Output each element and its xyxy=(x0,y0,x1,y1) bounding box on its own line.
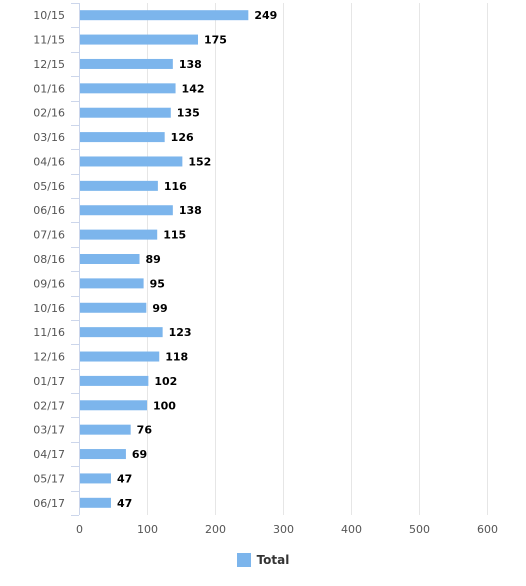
category-label: 06/16 xyxy=(33,204,65,217)
y-axis xyxy=(71,3,80,516)
category-label: 12/15 xyxy=(33,58,65,71)
x-tick-label: 600 xyxy=(477,523,498,536)
category-label: 02/16 xyxy=(33,107,65,120)
data-label: 115 xyxy=(163,229,186,242)
bar[interactable] xyxy=(80,83,176,94)
data-label: 47 xyxy=(117,497,132,510)
data-labels: 2491751381421351261521161381158995991231… xyxy=(117,9,277,510)
x-tick-label: 0 xyxy=(76,523,83,536)
category-label: 03/17 xyxy=(33,424,65,437)
category-label: 01/16 xyxy=(33,82,65,95)
bar[interactable] xyxy=(80,473,111,484)
category-label: 10/15 xyxy=(33,9,65,22)
bar[interactable] xyxy=(80,156,183,167)
bar-chart: 10/15 11/15 12/15 01/16 02/16 03/16 04/16 05/16… xyxy=(33,3,498,536)
data-label: 175 xyxy=(204,34,227,47)
bar[interactable] xyxy=(80,34,198,45)
bar[interactable] xyxy=(80,180,158,191)
x-tick-labels: 0 100 200 300 400 500 600 xyxy=(76,523,498,536)
grid-lines xyxy=(147,3,488,515)
x-tick-label: 500 xyxy=(409,523,430,536)
data-label: 47 xyxy=(117,472,132,485)
category-label: 02/17 xyxy=(33,399,65,412)
category-label: 06/17 xyxy=(33,497,65,510)
legend-label: Total xyxy=(256,553,290,567)
category-label: 05/16 xyxy=(33,180,65,193)
x-tick-label: 100 xyxy=(137,523,158,536)
data-label: 69 xyxy=(132,448,147,461)
data-label: 95 xyxy=(150,277,165,290)
category-label: 05/17 xyxy=(33,472,65,485)
category-label: 01/17 xyxy=(33,375,65,388)
category-label: 11/15 xyxy=(33,34,65,47)
bar[interactable] xyxy=(80,375,149,386)
x-tick-label: 200 xyxy=(205,523,226,536)
category-label: 10/16 xyxy=(33,302,65,315)
bar[interactable] xyxy=(80,229,158,240)
bar[interactable] xyxy=(80,449,126,460)
data-label: 76 xyxy=(137,424,153,437)
data-label: 126 xyxy=(171,131,194,144)
data-label: 138 xyxy=(179,204,202,217)
data-label: 118 xyxy=(165,351,188,364)
legend-swatch-icon xyxy=(236,553,251,567)
bar[interactable] xyxy=(80,205,173,216)
bar[interactable] xyxy=(80,58,173,69)
bar[interactable] xyxy=(80,10,249,21)
data-label: 135 xyxy=(177,107,200,120)
data-label: 99 xyxy=(152,302,167,315)
bar[interactable] xyxy=(80,278,144,289)
bar[interactable] xyxy=(80,351,160,362)
data-label: 89 xyxy=(146,253,161,266)
category-label: 08/16 xyxy=(33,253,65,266)
category-label: 04/17 xyxy=(33,448,65,461)
bar[interactable] xyxy=(80,424,131,435)
legend[interactable]: Total xyxy=(0,553,526,567)
bar[interactable] xyxy=(80,132,165,143)
data-label: 123 xyxy=(169,326,192,339)
x-tick-label: 400 xyxy=(341,523,362,536)
bars xyxy=(80,10,249,508)
data-label: 100 xyxy=(153,399,176,412)
data-label: 102 xyxy=(154,375,177,388)
data-label: 152 xyxy=(188,155,211,168)
category-label: 04/16 xyxy=(33,155,65,168)
bar[interactable] xyxy=(80,497,111,508)
category-labels: 10/15 11/15 12/15 01/16 02/16 03/16 04/16 05/16… xyxy=(33,9,65,510)
bar[interactable] xyxy=(80,107,171,118)
data-label: 116 xyxy=(164,180,187,193)
x-tick-label: 300 xyxy=(273,523,294,536)
bar[interactable] xyxy=(80,254,140,264)
data-label: 142 xyxy=(182,82,205,95)
category-label: 03/16 xyxy=(33,131,65,144)
category-label: 12/16 xyxy=(33,351,65,364)
bar[interactable] xyxy=(80,400,147,411)
bar[interactable] xyxy=(80,302,147,313)
category-label: 09/16 xyxy=(33,277,65,290)
category-label: 07/16 xyxy=(33,229,65,242)
data-label: 249 xyxy=(254,9,277,22)
category-label: 11/16 xyxy=(33,326,65,339)
bar[interactable] xyxy=(80,327,163,338)
data-label: 138 xyxy=(179,58,202,71)
